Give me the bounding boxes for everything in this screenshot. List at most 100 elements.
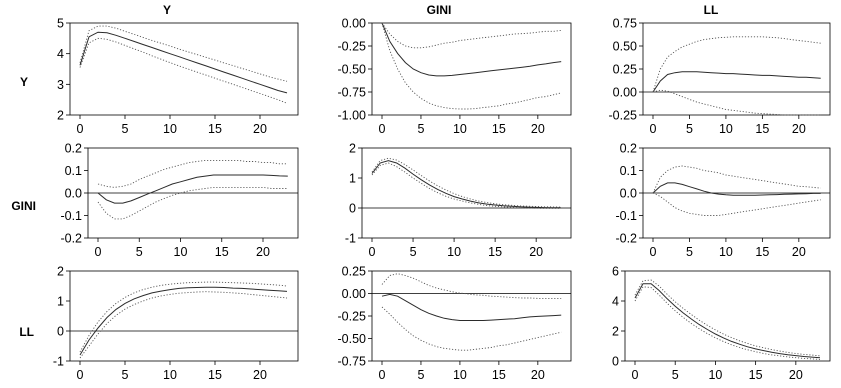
y-tick-label: -0.1: [60, 209, 82, 223]
y-tick-label: 5: [57, 17, 64, 31]
y-tick-label: 2: [349, 142, 356, 156]
impulse-response-line: [381, 293, 562, 321]
confidence-band-upper-line: [79, 25, 288, 82]
y-tick-label: 4: [57, 47, 64, 61]
column-title-ll: LL: [704, 3, 719, 17]
column-title-y: Y: [163, 3, 171, 17]
impulse-response-line: [652, 71, 821, 93]
confidence-band-upper-line: [652, 36, 821, 93]
y-tick-label: 0: [612, 355, 619, 369]
row-label-y: Y: [20, 75, 28, 89]
y-tick-label: -0.25: [609, 109, 638, 123]
x-tick-label: 10: [163, 368, 177, 382]
y-tick-label: 0.25: [613, 63, 637, 77]
plot-frame: [624, 270, 831, 362]
impulse-response-line: [381, 22, 562, 77]
x-tick-label: 5: [417, 122, 424, 136]
impulse-response-line: [371, 160, 561, 209]
y-tick-label: 0.2: [65, 142, 82, 156]
impulse-response-line: [79, 31, 288, 94]
row-label-ll: LL: [19, 325, 34, 339]
y-tick-label: 0.50: [613, 40, 637, 54]
panel-ll-gini: -0.75 -0.50 -0.25 0.00 0.25 0 5 10 15 20: [338, 265, 572, 382]
y-tick-label: -0.1: [615, 209, 637, 223]
y-tick-label: 6: [612, 265, 619, 279]
x-tick-label: 15: [208, 122, 222, 136]
x-tick-label: 0: [369, 245, 376, 259]
plot-frame: [69, 22, 299, 116]
x-tick-label: 10: [447, 245, 461, 259]
confidence-band-lower-line: [634, 286, 821, 360]
impulse-response-line: [634, 283, 821, 359]
x-tick-label: 15: [492, 368, 506, 382]
y-tick-label: 4: [612, 295, 619, 309]
x-tick-label: 20: [789, 368, 803, 382]
y-tick-label: 0: [349, 202, 356, 216]
y-tick-label: 0.00: [342, 17, 366, 31]
x-tick-label: 10: [174, 245, 188, 259]
y-tick-label: 3: [57, 78, 64, 92]
x-tick-label: 20: [253, 122, 267, 136]
x-tick-label: 15: [208, 368, 222, 382]
x-tick-label: 20: [792, 122, 806, 136]
column-title-gini: GINI: [427, 3, 452, 17]
confidence-band-lower-line: [652, 89, 821, 116]
confidence-band-upper-line: [652, 165, 821, 194]
y-tick-label: -1: [53, 355, 64, 369]
confidence-band-lower-line: [97, 186, 288, 220]
confidence-band-upper-line: [371, 157, 561, 208]
y-tick-label: -0.2: [60, 232, 82, 246]
impulse-response-line: [97, 174, 288, 204]
confidence-band-upper-line: [381, 273, 562, 299]
confidence-band-upper-line: [381, 22, 562, 49]
x-tick-label: 5: [122, 122, 129, 136]
x-tick-label: 0: [77, 368, 84, 382]
panel-y-ll: -0.25 0.00 0.25 0.50 0.75 0 5 10 15 20: [609, 17, 831, 136]
confidence-band-upper-line: [97, 159, 288, 188]
x-tick-label: 0: [379, 122, 386, 136]
impulse-response-line: [652, 182, 821, 196]
confidence-band-lower-line: [381, 306, 562, 351]
x-tick-label: 0: [77, 122, 84, 136]
y-tick-label: -0.25: [338, 310, 367, 324]
y-tick-label: 0.0: [620, 187, 637, 201]
x-tick-label: 10: [719, 122, 733, 136]
y-tick-label: 0.00: [342, 287, 366, 301]
x-tick-label: 10: [163, 122, 177, 136]
x-tick-label: 5: [672, 368, 679, 382]
y-tick-label: -0.25: [338, 40, 367, 54]
plot-frame: [361, 147, 572, 239]
y-tick-label: -0.75: [338, 86, 367, 100]
x-tick-label: 5: [122, 368, 129, 382]
x-tick-label: 10: [719, 245, 733, 259]
y-tick-label: -1: [345, 232, 356, 246]
y-tick-label: 0.1: [65, 164, 82, 178]
x-tick-label: 20: [256, 245, 270, 259]
confidence-band-upper-line: [634, 279, 821, 357]
confidence-band-lower-line: [79, 37, 288, 104]
x-tick-label: 20: [531, 368, 545, 382]
panel-gini-ll: -0.2 -0.1 0.0 0.1 0.2 0 5 10 15 20: [615, 142, 831, 259]
confidence-band-upper-line: [79, 281, 288, 353]
x-tick-label: 0: [650, 122, 657, 136]
panel-y-gini: -1.00 -0.75 -0.50 -0.25 0.00 0 5 10 15 20: [338, 17, 572, 136]
y-tick-label: 0.75: [613, 17, 637, 31]
x-tick-label: 0: [379, 368, 386, 382]
x-tick-label: 0: [650, 245, 657, 259]
y-tick-label: 2: [57, 265, 64, 279]
x-tick-label: 15: [492, 122, 506, 136]
confidence-band-lower-line: [79, 291, 288, 359]
y-tick-label: 1: [57, 295, 64, 309]
x-tick-label: 15: [488, 245, 502, 259]
y-tick-label: 0.2: [620, 142, 637, 156]
y-tick-label: 0.25: [342, 265, 366, 279]
y-tick-label: -0.2: [615, 232, 637, 246]
x-tick-label: 0: [95, 245, 102, 259]
y-tick-label: 0: [57, 325, 64, 339]
panel-gini-y: -0.2 -0.1 0.0 0.1 0.2 0 5 10 15 20: [60, 142, 299, 259]
plot-frame: [371, 22, 572, 116]
y-tick-label: 1: [349, 172, 356, 186]
